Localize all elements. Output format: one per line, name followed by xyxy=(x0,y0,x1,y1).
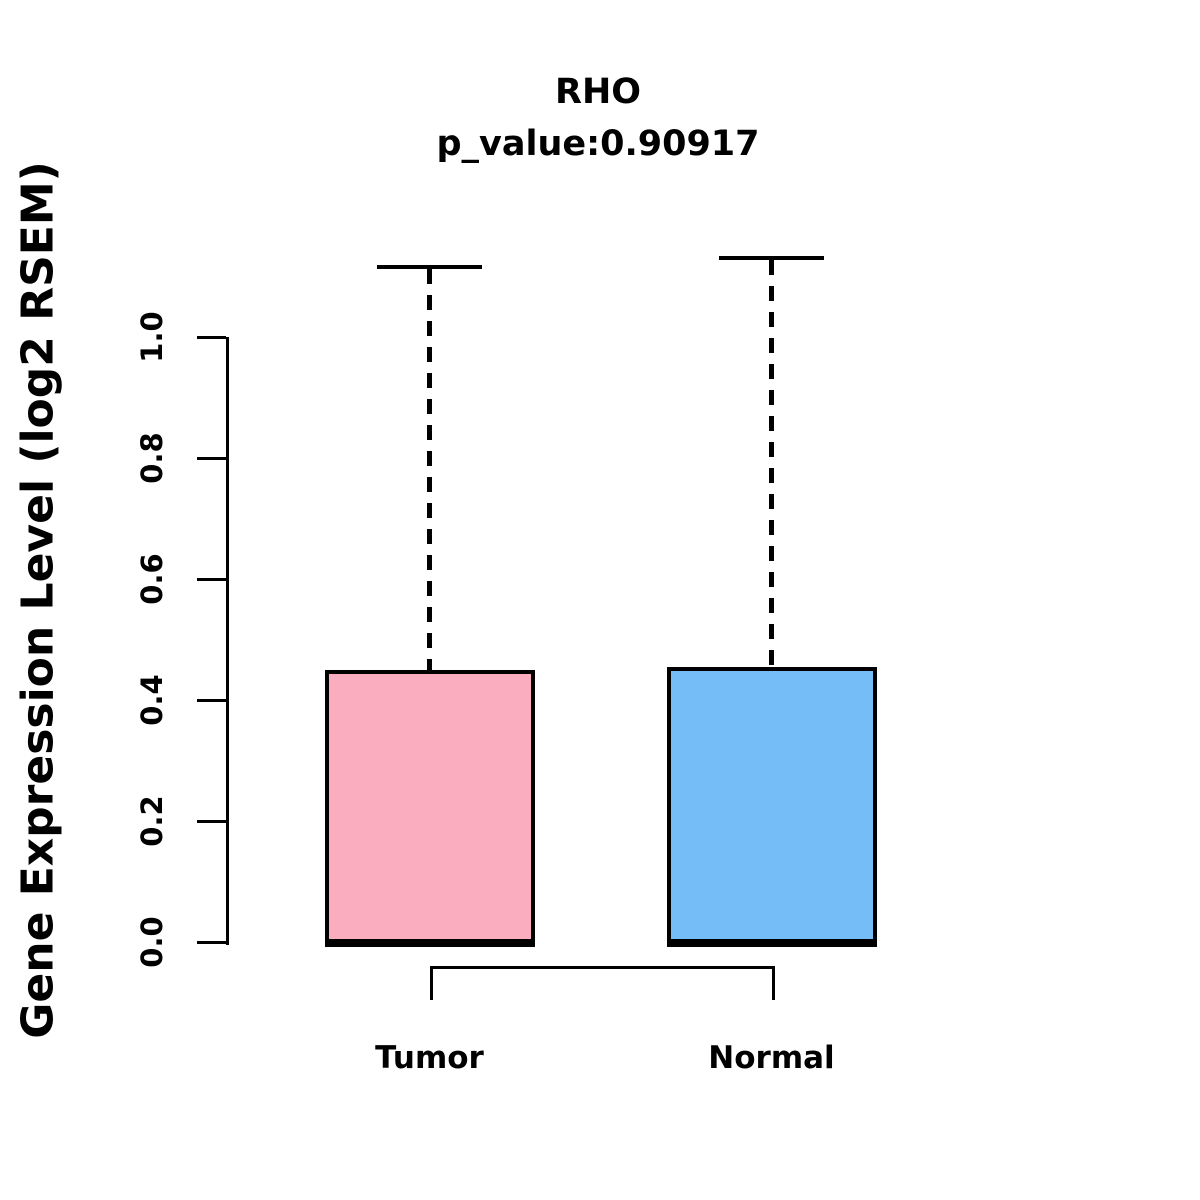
whisker-line-normal xyxy=(769,259,774,667)
whisker-cap-tumor xyxy=(377,264,482,269)
y-axis-label: Gene Expression Level (log2 RSEM) xyxy=(12,161,64,1039)
y-axis-tick xyxy=(197,456,226,460)
category-label-normal: Normal xyxy=(708,1040,835,1076)
y-axis-tick xyxy=(197,819,226,823)
y-axis-tick xyxy=(197,698,226,702)
y-axis-line xyxy=(226,337,229,945)
y-axis-tick-label: 0.4 xyxy=(135,674,169,726)
whisker-cap-normal xyxy=(719,255,824,260)
box-tumor xyxy=(324,669,535,946)
median-line-tumor xyxy=(324,939,535,947)
y-axis-tick-label: 0.8 xyxy=(135,432,169,484)
comparison-bracket xyxy=(429,966,775,969)
chart-title: RHO xyxy=(555,72,641,112)
y-axis-tick-label: 1.0 xyxy=(135,311,169,363)
comparison-bracket-end-left xyxy=(429,966,433,1000)
chart-subtitle: p_value:0.90917 xyxy=(436,124,760,164)
box-normal xyxy=(666,666,877,946)
y-axis-tick xyxy=(197,577,226,581)
y-axis-tick-label: 0.0 xyxy=(135,916,169,968)
whisker-line-tumor xyxy=(427,268,432,670)
category-label-tumor: Tumor xyxy=(375,1040,484,1076)
comparison-bracket-end-right xyxy=(771,966,775,1000)
y-axis-tick xyxy=(197,335,226,339)
y-axis-tick xyxy=(197,940,226,944)
y-axis-tick-label: 0.2 xyxy=(135,795,169,847)
median-line-normal xyxy=(666,939,877,947)
y-axis-tick-label: 0.6 xyxy=(135,553,169,605)
